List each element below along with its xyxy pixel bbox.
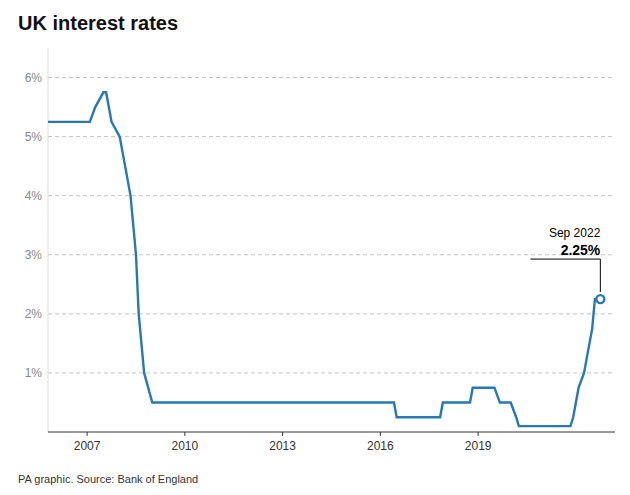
subtitle: PA graphic. Source: Bank of England [18,473,198,485]
grid-line [48,313,615,314]
annotation-leader [600,259,601,292]
y-tick-label: 2% [25,307,43,321]
x-axis-line [48,432,615,433]
y-tick-label: 1% [25,366,43,380]
plot-area [48,92,604,426]
x-tick [380,432,381,436]
last-point-marker [596,295,604,303]
rate-line [48,92,600,426]
x-tick-label: 2019 [465,439,492,453]
chart: UK interest rates 1% 2% 3% 4% 5% 6% 2007 2010 201… [0,0,630,495]
y-axis-line [48,48,49,432]
title: UK interest rates [18,12,178,34]
y-tick-label: 4% [25,189,43,203]
x-tick-label: 2013 [269,439,296,453]
x-tick [282,432,283,436]
x-tick [478,432,479,436]
grid-line [48,372,615,373]
annotation-value: 2.25% [561,242,601,258]
x-tick-label: 2010 [172,439,199,453]
grid-line [48,136,615,137]
annotation-date: Sep 2022 [549,226,601,240]
y-tick-label: 6% [25,71,43,85]
grid-line [48,77,615,78]
y-tick-label: 3% [25,248,43,262]
annotation-underline [530,259,600,260]
grid-line [48,254,615,255]
x-tick-label: 2016 [367,439,394,453]
x-tick [87,432,88,436]
x-tick-label: 2007 [74,439,101,453]
y-tick-label: 5% [25,130,43,144]
grid-line [48,195,615,196]
x-tick [184,432,185,436]
